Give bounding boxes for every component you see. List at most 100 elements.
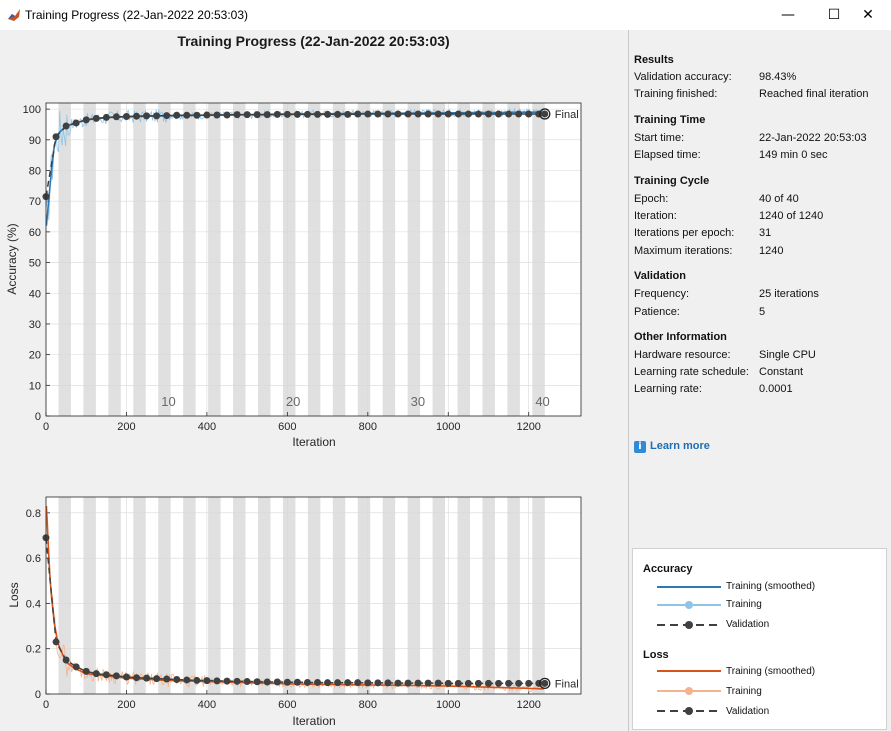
legend-acc-validation-marker <box>685 621 693 629</box>
loss-validation-point <box>434 679 442 687</box>
info-panel: Results Validation accuracy: 98.43% Trai… <box>628 30 890 731</box>
accuracy-validation-point <box>384 110 392 118</box>
loss-epoch-band <box>432 497 446 694</box>
loss-epoch-band <box>83 497 96 694</box>
accuracy-final-marker <box>539 108 551 120</box>
accuracy-validation-point <box>253 111 261 119</box>
accuracy-ytick-label: 80 <box>29 166 41 178</box>
loss-validation-point <box>82 667 90 675</box>
loss-ytick-label: 0.6 <box>26 553 41 565</box>
accuracy-validation-point <box>153 112 161 120</box>
accuracy-validation-point <box>223 111 231 119</box>
accuracy-epoch-band <box>457 103 470 416</box>
accuracy-epoch-band <box>507 103 520 416</box>
accuracy-validation-point <box>454 110 462 118</box>
loss-validation-point <box>183 676 191 684</box>
accuracy-validation-point <box>112 113 120 121</box>
loss-validation-point <box>122 673 130 681</box>
maximize-button[interactable]: ☐ <box>827 7 841 23</box>
loss-epoch-band <box>108 497 121 694</box>
accuracy-xtick-label: 1000 <box>436 421 460 433</box>
loss-xtick-label: 1000 <box>436 699 460 711</box>
loss-validation-point <box>102 671 110 679</box>
other-information-heading: Other Information <box>634 331 727 343</box>
accuracy-validation-point <box>444 110 452 118</box>
loss-xlabel: Iteration <box>292 714 335 728</box>
legend-loss-title: Loss <box>643 649 669 661</box>
hardware-resource-label: Hardware resource: <box>634 349 731 361</box>
accuracy-ytick-label: 100 <box>23 104 41 116</box>
accuracy-validation-point <box>464 110 472 118</box>
close-button[interactable]: ✕ <box>862 7 874 23</box>
loss-validation-point <box>303 678 311 686</box>
loss-validation-point <box>52 638 60 646</box>
accuracy-validation-point <box>92 114 100 122</box>
legend-loss-swatches <box>657 670 721 715</box>
loss-epoch-band <box>58 497 71 694</box>
loss-validation-point <box>474 679 482 687</box>
accuracy-epoch-band <box>208 103 221 416</box>
accuracy-epoch-band <box>407 103 421 416</box>
loss-validation-point <box>334 679 342 687</box>
accuracy-epoch-band <box>432 103 446 416</box>
accuracy-validation-point <box>133 112 141 120</box>
loss-validation-point <box>163 675 171 683</box>
epoch-label: Epoch: <box>634 193 669 205</box>
accuracy-epoch-band <box>133 103 146 416</box>
loss-epoch-band <box>532 497 545 694</box>
loss-xtick-label: 800 <box>359 699 377 711</box>
accuracy-ytick-label: 50 <box>29 258 41 270</box>
loss-validation-point <box>344 679 352 687</box>
loss-validation-point <box>424 679 432 687</box>
hardware-resource-value: Single CPU <box>759 349 816 361</box>
accuracy-ylabel: Accuracy (%) <box>5 223 19 294</box>
loss-epoch-band <box>183 497 196 694</box>
learning-rate-value: 0.0001 <box>759 383 793 395</box>
legend-accuracy-swatches <box>657 586 721 629</box>
loss-validation-point <box>414 679 422 687</box>
accuracy-validation-point <box>263 111 271 119</box>
patience-value: 5 <box>759 306 766 318</box>
loss-validation-point <box>535 679 543 687</box>
loss-validation-point <box>213 677 221 685</box>
iterations-per-epoch-label: Iterations per epoch: <box>634 227 735 239</box>
loss-validation-point <box>314 678 322 686</box>
loss-validation-point <box>384 679 392 687</box>
accuracy-epoch-label: 40 <box>535 394 549 409</box>
legend-loss-validation-label: Validation <box>726 706 770 717</box>
loss-ytick-label: 0.2 <box>26 644 41 656</box>
loss-validation-point <box>273 678 281 686</box>
accuracy-epoch-band <box>58 103 71 416</box>
loss-axes[interactable]: 0 200 400 600 800 1000 1200 0 0.2 0.4 0.6 0.8 Final… <box>7 496 582 728</box>
accuracy-validation-point <box>515 110 523 118</box>
loss-validation-point <box>515 679 523 687</box>
accuracy-epoch-band <box>83 103 96 416</box>
accuracy-ytick-label: 40 <box>29 288 41 300</box>
accuracy-validation-point <box>474 110 482 118</box>
loss-xtick-label: 400 <box>198 699 216 711</box>
max-iterations-value: 1240 <box>759 245 784 257</box>
iteration-label: Iteration: <box>634 210 677 222</box>
accuracy-axes[interactable]: 0 200 400 600 800 1000 1200 0 10 20 30 40 50 60 70 80 90… <box>5 102 582 449</box>
accuracy-ytick-label: 30 <box>29 319 41 331</box>
minimize-button[interactable]: — <box>781 7 795 23</box>
accuracy-xtick-label: 600 <box>278 421 296 433</box>
epoch-value: 40 of 40 <box>759 193 799 205</box>
loss-validation-point <box>92 670 100 678</box>
accuracy-ytick-label: 70 <box>29 196 41 208</box>
accuracy-validation-point <box>374 110 382 118</box>
accuracy-validation-point <box>163 112 171 120</box>
accuracy-epoch-label: 10 <box>161 394 175 409</box>
accuracy-validation-point <box>434 110 442 118</box>
max-iterations-label: Maximum iterations: <box>634 245 733 257</box>
accuracy-ytick-label: 20 <box>29 350 41 362</box>
accuracy-validation-point <box>495 110 503 118</box>
accuracy-epoch-band <box>307 103 321 416</box>
loss-final-label: Final <box>555 678 579 690</box>
loss-validation-point <box>364 679 372 687</box>
learn-more-link[interactable]: i Learn more <box>634 440 710 453</box>
loss-validation-point <box>62 656 70 664</box>
training-cycle-heading: Training Cycle <box>634 175 710 187</box>
accuracy-validation-point <box>424 110 432 118</box>
accuracy-ytick-label: 10 <box>29 380 41 392</box>
